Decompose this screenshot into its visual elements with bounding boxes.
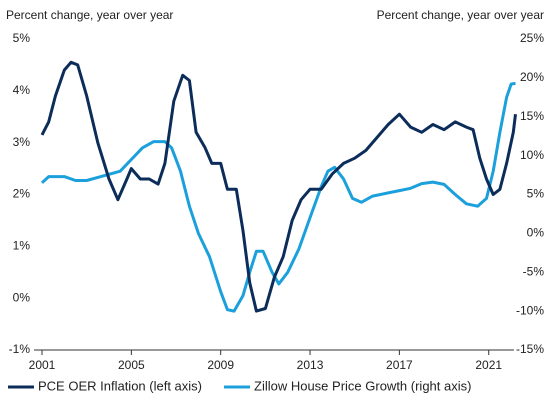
legend-label: Zillow House Price Growth (right axis)	[254, 378, 471, 393]
series-line	[40, 81, 516, 313]
y-tick-label: 5%	[13, 31, 31, 45]
x-tick-label: 2021	[475, 358, 502, 372]
y-tick-label: 1%	[13, 239, 31, 253]
y-tick-label: 2%	[13, 187, 31, 201]
y2-tick-label: 15%	[520, 109, 544, 123]
legend-label: PCE OER Inflation (left axis)	[38, 378, 202, 393]
y-tick-label: 3%	[13, 135, 31, 149]
y-tick-label: 0%	[13, 290, 31, 304]
y-tick-label: 4%	[13, 83, 31, 97]
x-tick-label: 2009	[207, 358, 234, 372]
y2-tick-label: 5%	[527, 187, 545, 201]
y2-tick-label: 10%	[520, 148, 544, 162]
y2-tick-label: 0%	[527, 226, 545, 240]
y2-tick-label: -10%	[516, 303, 544, 317]
series-line	[40, 60, 517, 313]
x-tick-label: 2001	[29, 358, 56, 372]
x-tick-label: 2013	[297, 358, 324, 372]
y-tick-label: -1%	[9, 342, 31, 356]
y-axis-label: Percent change, year over year	[6, 8, 173, 22]
y2-tick-label: 20%	[520, 70, 544, 84]
y2-tick-label: -5%	[523, 264, 545, 278]
y2-tick-label: -15%	[516, 342, 544, 356]
y2-tick-label: 25%	[520, 31, 544, 45]
y2-axis-label: Percent change, year over year	[377, 8, 544, 22]
x-tick-label: 2005	[118, 358, 145, 372]
x-tick-label: 2017	[386, 358, 413, 372]
